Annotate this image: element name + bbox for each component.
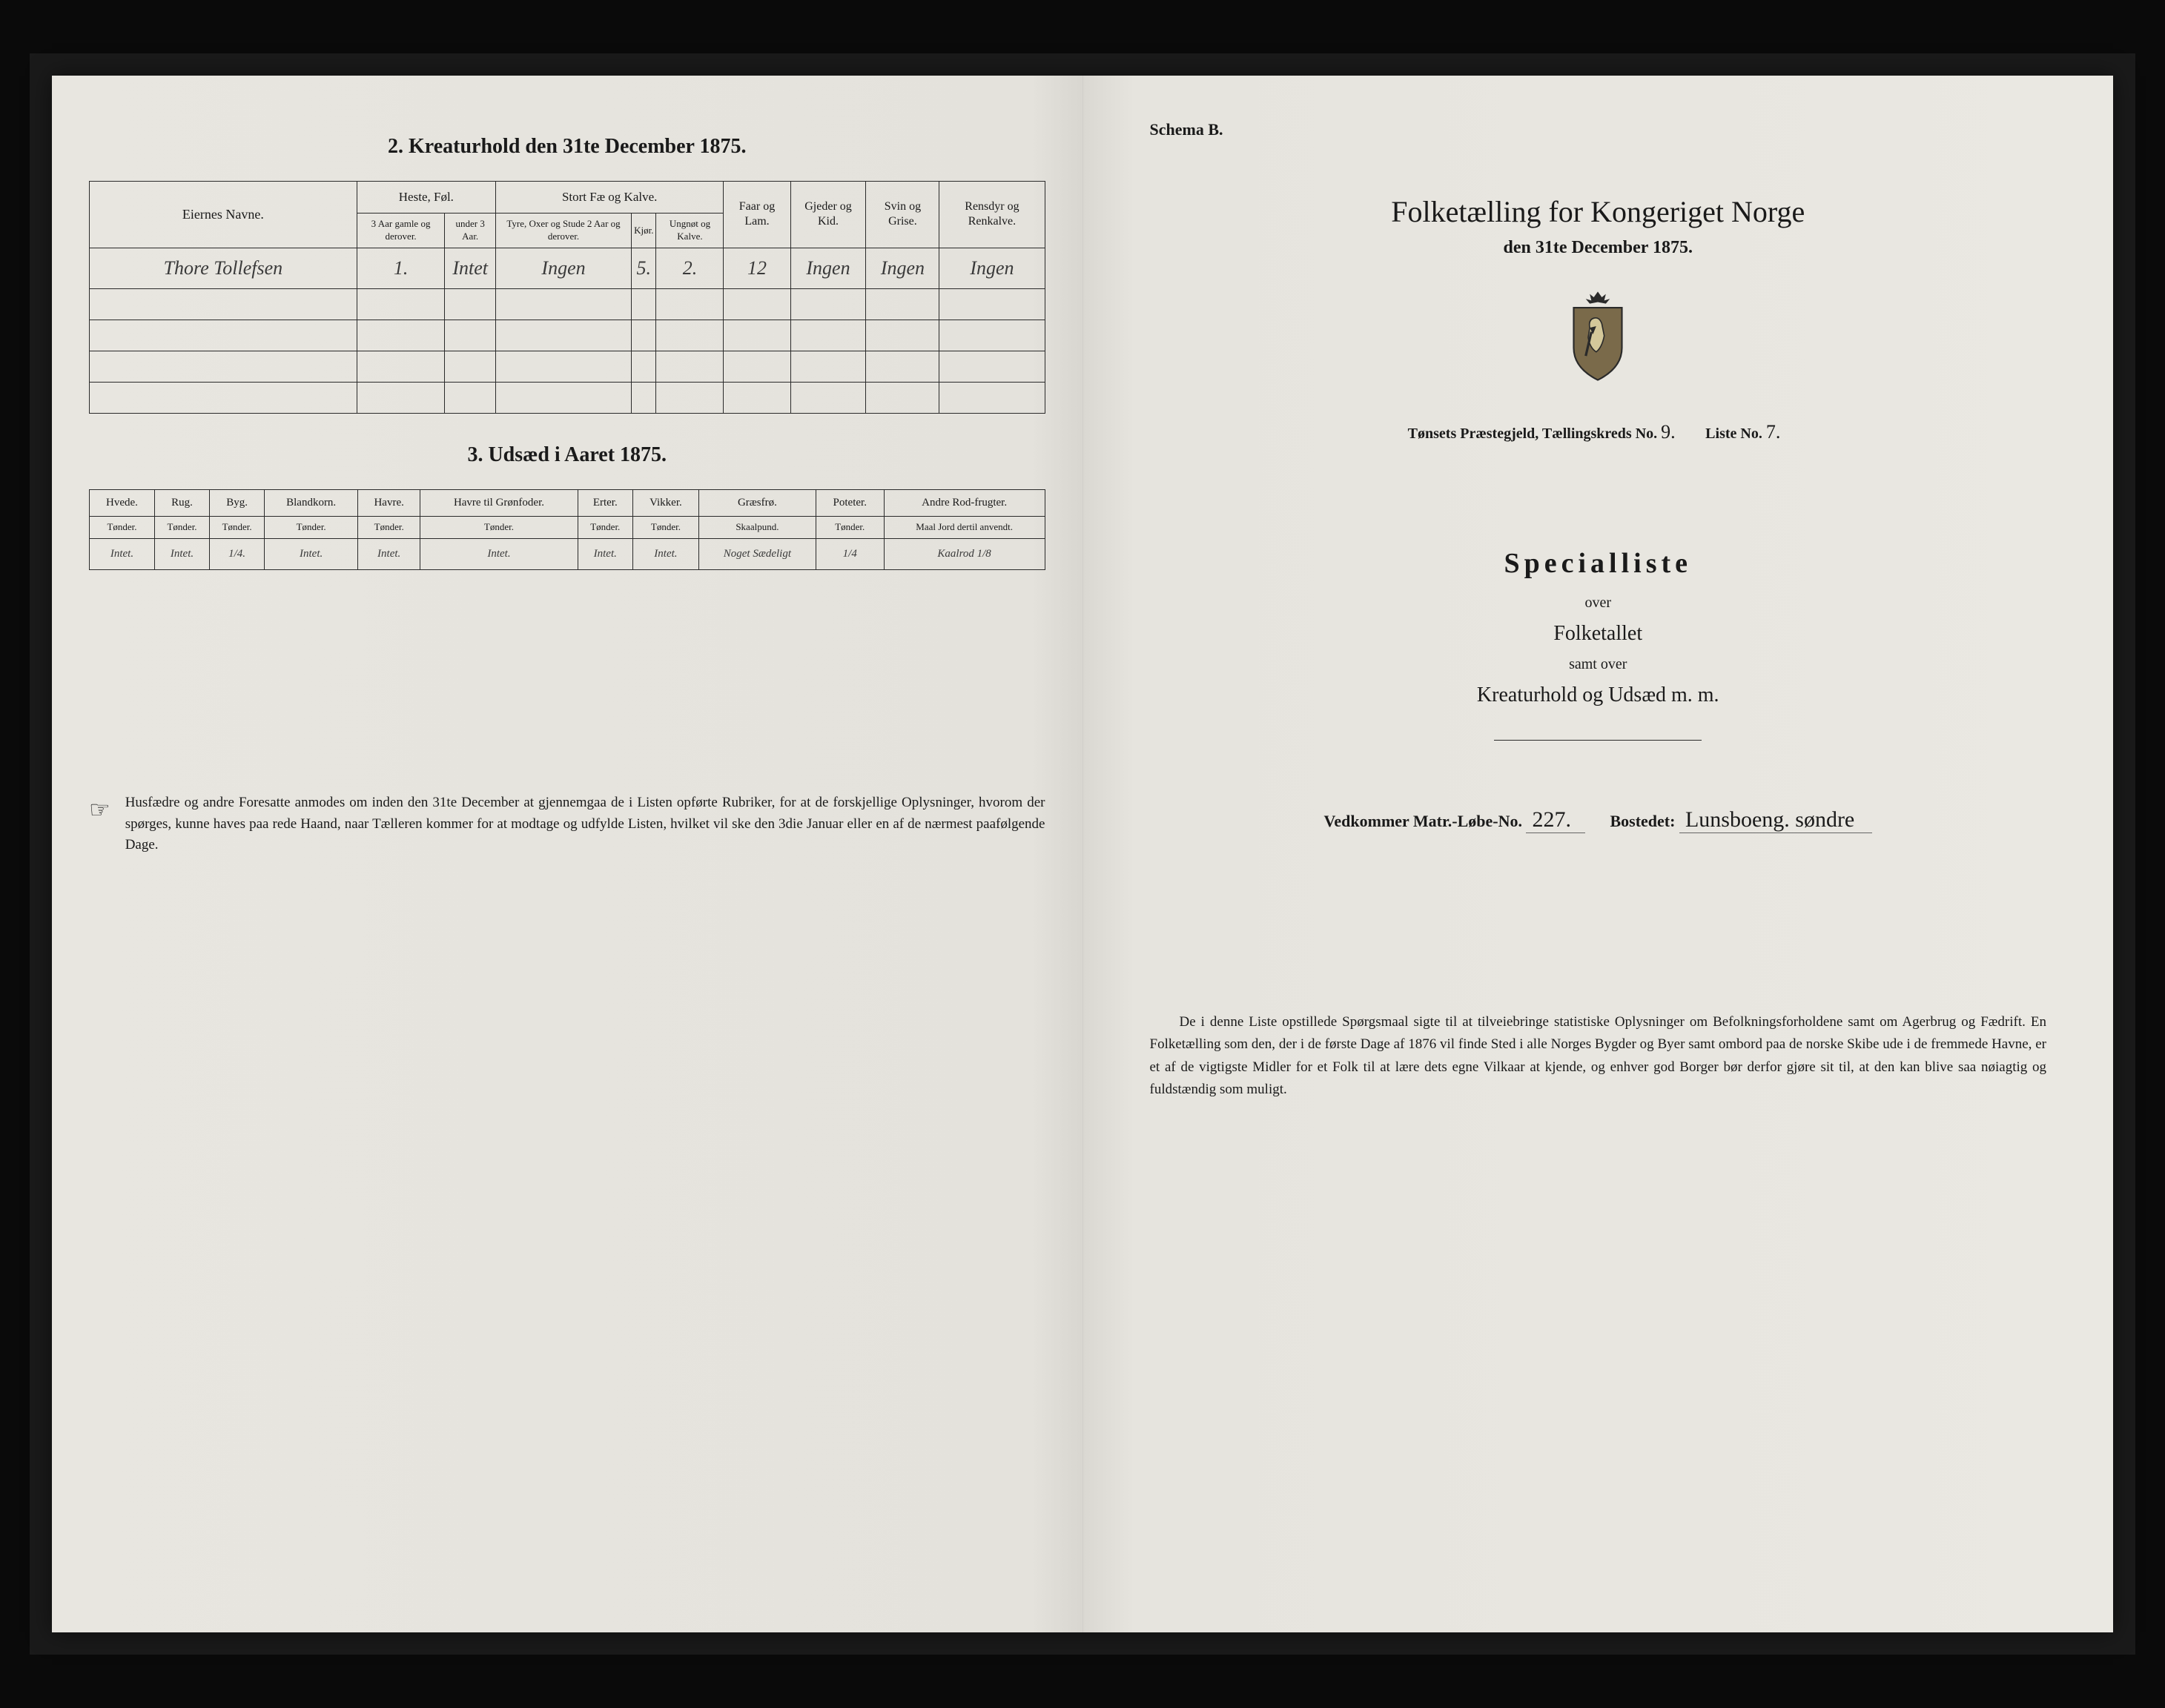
region-line: Tønsets Præstegjeld, Tællingskreds No. 9… — [1408, 421, 1788, 443]
table-udsaed: Hvede. Rug. Byg. Blandkorn. Havre. Havre… — [89, 489, 1045, 570]
right-content: Folketælling for Kongeriget Norge den 31… — [1120, 120, 2077, 1102]
main-title: Folketælling for Kongeriget Norge — [1391, 194, 1805, 229]
col: Rug. — [154, 489, 209, 517]
kreatur-line: Kreaturhold og Udsæd m. m. — [1477, 683, 1719, 707]
col: Andre Rod-frugter. — [884, 489, 1045, 517]
date-line: den 31te December 1875. — [1504, 238, 1693, 258]
cell: Ingen — [866, 248, 939, 288]
cell: 1/4. — [210, 539, 265, 570]
footnote-text: Husfædre og andre Foresatte anmodes om i… — [125, 792, 1045, 856]
table-row-empty — [90, 382, 1045, 413]
section-2-title: 2. Kreaturhold den 31te December 1875. — [89, 135, 1045, 159]
sub: Maal Jord dertil anvendt. — [884, 517, 1045, 539]
col: Poteter. — [816, 489, 884, 517]
detail-line: Vedkommer Matr.-Løbe-No. 227. Bostedet: … — [1324, 807, 1872, 833]
page-right: Schema B. Folketælling for Kongeriget No… — [1083, 76, 2114, 1632]
sub-stort-c: Ungnøt og Kalve. — [656, 214, 724, 248]
footnote-block: ☞ Husfædre og andre Foresatte anmodes om… — [89, 792, 1045, 856]
sub: Tønder. — [420, 517, 578, 539]
cell: 5. — [632, 248, 656, 288]
cell: 1/4 — [816, 539, 884, 570]
bosted-label: Bostedet: — [1610, 812, 1675, 830]
section-3-title: 3. Udsæd i Aaret 1875. — [89, 443, 1045, 467]
col: Byg. — [210, 489, 265, 517]
pointing-hand-icon: ☞ — [89, 792, 110, 824]
over-label: over — [1584, 595, 1611, 612]
cell: 1. — [357, 248, 445, 288]
table-kreaturhold: Eiernes Navne. Heste, Føl. Stort Fæ og K… — [89, 181, 1045, 414]
sub: Tønder. — [90, 517, 155, 539]
cell: Kaalrod 1/8 — [884, 539, 1045, 570]
special-title: Specialliste — [1504, 547, 1692, 580]
region-prefix: Tønsets Præstegjeld, Tællingskreds No. — [1408, 426, 1658, 442]
samt-over: samt over — [1569, 656, 1627, 673]
col: Blandkorn. — [265, 489, 358, 517]
cell: Intet — [445, 248, 496, 288]
sub: Tønder. — [210, 517, 265, 539]
region-kreds-value: 9. — [1661, 421, 1683, 443]
folketallet: Folketallet — [1553, 622, 1642, 646]
col: Græsfrø. — [699, 489, 816, 517]
region-liste-value: 7. — [1766, 421, 1788, 443]
sub: Tønder. — [632, 517, 698, 539]
col: Havre til Grønfoder. — [420, 489, 578, 517]
col-eier: Eiernes Navne. — [90, 182, 357, 248]
col: Hvede. — [90, 489, 155, 517]
col: Vikker. — [632, 489, 698, 517]
cell: Ingen — [790, 248, 866, 288]
col: Havre. — [358, 489, 420, 517]
col-svin: Svin og Grise. — [866, 182, 939, 248]
cell: Intet. — [632, 539, 698, 570]
sub: Tønder. — [578, 517, 632, 539]
sub-heste-a: 3 Aar gamle og derover. — [357, 214, 445, 248]
cell: Intet. — [90, 539, 155, 570]
col-group-heste: Heste, Føl. — [357, 182, 495, 214]
document-spread: 2. Kreaturhold den 31te December 1875. E… — [52, 76, 2113, 1632]
cell: Intet. — [154, 539, 209, 570]
table-row: Thore Tollefsen 1. Intet Ingen 5. 2. 12 … — [90, 248, 1045, 288]
cell: Noget Sædeligt — [699, 539, 816, 570]
cell-eier: Thore Tollefsen — [90, 248, 357, 288]
sub-stort-a: Tyre, Oxer og Stude 2 Aar og derover. — [495, 214, 631, 248]
cell: 12 — [724, 248, 790, 288]
coat-of-arms-icon — [1557, 288, 1639, 384]
right-footnote: De i denne Liste opstillede Spørgsmaal s… — [1120, 1011, 2077, 1102]
cell: Intet. — [265, 539, 358, 570]
table-row: Intet. Intet. 1/4. Intet. Intet. Intet. … — [90, 539, 1045, 570]
sub: Skaalpund. — [699, 517, 816, 539]
matr-value: 227. — [1526, 807, 1585, 833]
col-group-stort: Stort Fæ og Kalve. — [495, 182, 723, 214]
matr-label: Vedkommer Matr.-Løbe-No. — [1324, 812, 1522, 830]
region-liste-label: Liste No. — [1705, 426, 1762, 442]
table-row-empty — [90, 320, 1045, 351]
sub-stort-b: Kjør. — [632, 214, 656, 248]
cell: Intet. — [420, 539, 578, 570]
cell: 2. — [656, 248, 724, 288]
sub-heste-b: under 3 Aar. — [445, 214, 496, 248]
schema-label: Schema B. — [1150, 120, 1223, 139]
divider — [1494, 740, 1702, 741]
cell: Intet. — [358, 539, 420, 570]
cell: Ingen — [495, 248, 631, 288]
col: Erter. — [578, 489, 632, 517]
cell: Ingen — [939, 248, 1045, 288]
table-row-empty — [90, 288, 1045, 320]
sub: Tønder. — [265, 517, 358, 539]
sub: Tønder. — [816, 517, 884, 539]
sub: Tønder. — [154, 517, 209, 539]
page-left: 2. Kreaturhold den 31te December 1875. E… — [52, 76, 1083, 1632]
col-rensdyr: Rensdyr og Renkalve. — [939, 182, 1045, 248]
scan-frame: 2. Kreaturhold den 31te December 1875. E… — [30, 53, 2135, 1655]
col-gjeder: Gjeder og Kid. — [790, 182, 866, 248]
table-row-empty — [90, 351, 1045, 382]
cell: Intet. — [578, 539, 632, 570]
sub: Tønder. — [358, 517, 420, 539]
col-faar: Faar og Lam. — [724, 182, 790, 248]
bosted-value: Lunsboeng. søndre — [1679, 807, 1872, 833]
